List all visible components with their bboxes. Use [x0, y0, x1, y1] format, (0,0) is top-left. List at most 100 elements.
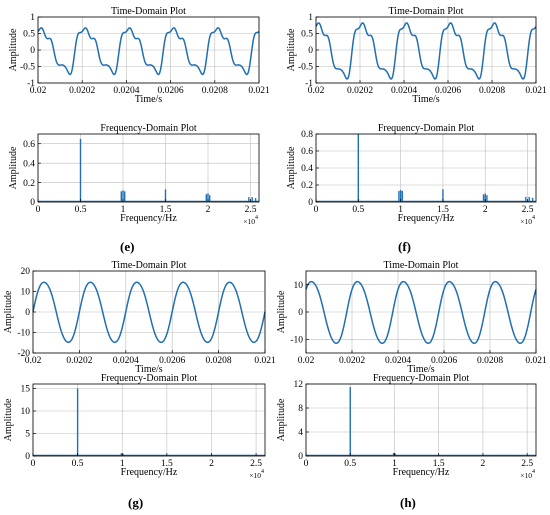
chart-e-freq	[37, 133, 260, 203]
chart-h-time	[305, 270, 537, 354]
x-tick-label: 1	[120, 459, 125, 469]
y-tick-label: 0	[308, 46, 313, 56]
x-tick-label: 2.5	[522, 205, 534, 215]
x-tick-label: 1	[121, 205, 126, 215]
y-tick-label: -10	[17, 329, 30, 339]
y-tick-label: 15	[21, 385, 31, 395]
x-multiplier: ×10	[243, 217, 255, 226]
x-tick-label: 2	[481, 459, 486, 469]
y-tick-label: -0.5	[298, 63, 313, 73]
y-tick-label: -1	[27, 79, 35, 89]
plot-frame	[32, 383, 266, 457]
y-tick-label: 8	[298, 404, 303, 414]
x-tick-label: 0.021	[248, 86, 270, 96]
y-tick-label: -1	[305, 79, 313, 89]
y-axis-label: Amplitude	[276, 398, 287, 441]
x-multiplier: ×10	[249, 471, 261, 480]
y-tick-label: -0.5	[20, 63, 35, 73]
x-tick-label: 0.02	[298, 356, 315, 366]
x-tick-label: 0.0208	[202, 86, 228, 96]
y-tick-label: 1	[308, 13, 313, 23]
x-axis-label: Time/s	[135, 364, 163, 375]
series-line	[305, 280, 537, 345]
x-multiplier-exponent: 4	[532, 215, 535, 221]
y-tick-label: 0	[298, 308, 303, 318]
chart-title: Frequency-Domain Plot	[100, 123, 197, 134]
y-tick-label: 0	[308, 198, 313, 208]
chart-title: Frequency-Domain Plot	[101, 373, 198, 384]
x-tick-label: 2.5	[250, 459, 262, 469]
x-tick-label: 1.5	[433, 459, 445, 469]
x-axis-label: Time/s	[135, 94, 163, 105]
x-tick-label: 0.0208	[206, 356, 232, 366]
y-axis-label: Amplitude	[8, 28, 19, 71]
x-tick-label: 0.5	[75, 205, 87, 215]
x-tick-label: 0.0204	[113, 356, 139, 366]
x-tick-label: 1.5	[437, 205, 449, 215]
x-tick-label: 0	[31, 459, 36, 469]
chart-title: Time-Domain Plot	[111, 6, 186, 17]
series-line	[37, 27, 260, 76]
panel-label-f: (f)	[398, 239, 411, 254]
plot-area	[306, 384, 536, 456]
x-tick-label: 0.021	[525, 86, 547, 96]
x-tick-label: 2.5	[521, 459, 533, 469]
series-line	[32, 281, 266, 344]
y-tick-label: 0.8	[301, 130, 313, 140]
chart-title: Time-Domain Plot	[112, 260, 187, 271]
y-axis-label: Amplitude	[3, 398, 14, 441]
x-multiplier-exponent: 4	[261, 469, 264, 475]
y-axis-label: Amplitude	[286, 28, 297, 71]
series-line	[315, 22, 537, 80]
x-tick-label: 0.0202	[347, 86, 373, 96]
x-tick-label: 0.02	[25, 356, 42, 366]
y-axis-label: Amplitude	[276, 290, 287, 333]
x-tick-label: 0.02	[30, 86, 47, 96]
chart-title: Frequency-Domain Plot	[378, 123, 475, 134]
x-axis-label: Frequency/Hz	[398, 213, 455, 224]
x-tick-label: 0.0204	[391, 86, 417, 96]
y-tick-label: 0.2	[23, 179, 35, 189]
y-tick-label: 0.6	[23, 140, 35, 150]
y-tick-label: 10	[21, 288, 31, 298]
plot-area	[33, 384, 265, 456]
x-tick-label: 0.0204	[385, 356, 411, 366]
y-tick-label: 10	[21, 407, 31, 417]
x-tick-label: 0.0202	[69, 86, 95, 96]
x-tick-label: 0.02	[308, 86, 325, 96]
chart-g-time	[32, 270, 266, 354]
x-tick-label: 0.5	[72, 459, 84, 469]
y-tick-label: 5	[25, 430, 30, 440]
x-tick-label: 0.0202	[339, 356, 365, 366]
x-multiplier-exponent: 4	[532, 469, 535, 475]
y-tick-label: 0.5	[301, 30, 313, 40]
plot-frame	[37, 133, 260, 203]
chart-title: Time-Domain Plot	[389, 6, 464, 17]
chart-g-freq	[32, 383, 266, 457]
x-tick-label: 0.0208	[477, 356, 503, 366]
x-axis-label: Frequency/Hz	[121, 467, 178, 478]
y-tick-label: -20	[17, 349, 30, 359]
x-tick-label: 0.021	[525, 356, 547, 366]
chart-e-time	[37, 16, 260, 84]
x-tick-label: 0.0206	[435, 86, 461, 96]
x-tick-label: 1	[392, 459, 397, 469]
x-tick-label: 1	[398, 205, 403, 215]
y-tick-label: 0.2	[301, 181, 313, 191]
x-tick-label: 2	[206, 205, 211, 215]
x-tick-label: 0.5	[344, 459, 356, 469]
x-axis-label: Time/s	[407, 364, 435, 375]
x-tick-label: 2	[483, 205, 488, 215]
x-tick-label: 0	[314, 205, 319, 215]
x-tick-label: 0.0206	[431, 356, 457, 366]
x-tick-label: 0.0206	[158, 86, 184, 96]
y-tick-label: 0.6	[301, 147, 313, 157]
x-axis-label: Frequency/Hz	[393, 467, 450, 478]
plot-frame	[305, 383, 537, 457]
x-tick-label: 2	[209, 459, 214, 469]
x-tick-label: 2.5	[245, 205, 257, 215]
y-tick-label: 4	[298, 428, 303, 438]
y-tick-label: -10	[290, 336, 303, 346]
x-tick-label: 0.021	[254, 356, 276, 366]
